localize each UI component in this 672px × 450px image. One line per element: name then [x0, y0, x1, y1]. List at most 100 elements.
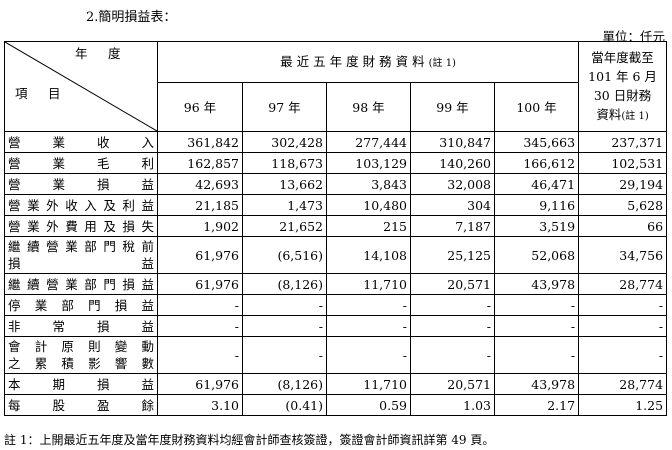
table-row: 營業收入 361,842 302,428 277,444 310,847 345,663 2… — [4, 131, 668, 153]
value-cell: 46,471 — [493, 173, 580, 195]
value-cell: 21,652 — [242, 215, 327, 237]
value-cell: 1.25 — [578, 394, 668, 416]
value-cell: 61,976 — [157, 273, 243, 295]
value-cell: - — [493, 294, 580, 316]
current-header-line: 資料 — [596, 106, 622, 122]
current-period-header: 當年度截至 101 年 6 月 30 日財務 資料(註 1) — [578, 41, 668, 132]
value-cell: 2.17 — [493, 394, 580, 416]
value-cell: 61,976 — [157, 236, 243, 274]
current-header-note: (註 1) — [621, 110, 649, 122]
unit-label: 單位：仟元 — [602, 29, 665, 44]
value-cell: 310,847 — [410, 131, 495, 153]
value-cell: 3,519 — [493, 215, 580, 237]
value-cell: 34,756 — [578, 236, 668, 274]
value-cell: - — [326, 315, 411, 337]
value-cell: 66 — [578, 215, 668, 237]
value-cell: - — [493, 336, 580, 374]
value-cell: - — [410, 294, 495, 316]
year-header: 100 年 — [493, 82, 580, 132]
value-cell: 7,187 — [410, 215, 495, 237]
row-label: 非常損益 — [4, 315, 158, 337]
table-row: 繼續營業部門損益 61,976 (8,126) 11,710 20,571 43,978 2… — [4, 273, 668, 295]
value-cell: 302,428 — [242, 131, 327, 153]
year-header: 97 年 — [242, 82, 327, 132]
value-cell: (8,126) — [242, 373, 327, 395]
value-cell: 1,902 — [157, 215, 243, 237]
value-cell: 5,628 — [578, 194, 668, 216]
item-axis-label: 項 目 — [15, 86, 65, 101]
value-cell: - — [242, 336, 327, 374]
current-header-line: 30 日財務 — [593, 87, 652, 103]
year-axis-label: 年 度 — [75, 46, 125, 61]
value-cell: - — [326, 294, 411, 316]
value-cell: - — [242, 294, 327, 316]
value-cell: 43,978 — [493, 373, 580, 395]
current-header-line: 101 年 6 月 — [588, 68, 657, 84]
value-cell: 118,673 — [242, 152, 327, 174]
year-header: 98 年 — [326, 82, 411, 132]
value-cell: 3.10 — [157, 394, 243, 416]
value-cell: 166,612 — [493, 152, 580, 174]
value-cell: 52,068 — [493, 236, 580, 274]
table-row: 會計原則變動 之累積影響數 - - - - - - — [4, 336, 668, 374]
value-cell: 28,774 — [578, 273, 668, 295]
value-cell: 20,571 — [410, 273, 495, 295]
value-cell: 32,008 — [410, 173, 495, 195]
value-cell: 9,116 — [493, 194, 580, 216]
value-cell: 25,125 — [410, 236, 495, 274]
value-cell: (0.41) — [242, 394, 327, 416]
value-cell: - — [157, 336, 243, 374]
row-label-line: 繼續營業部門稅前 — [8, 239, 154, 254]
value-cell: 277,444 — [326, 131, 411, 153]
table-row: 營業外費用及損失 1,902 21,652 215 7,187 3,519 66 — [4, 215, 668, 237]
value-cell: 21,185 — [157, 194, 243, 216]
year-header: 99 年 — [410, 82, 495, 132]
value-cell: 345,663 — [493, 131, 580, 153]
value-cell: 103,129 — [326, 152, 411, 174]
table-row: 繼續營業部門稅前損 益 61,976 (6,516) 14,108 25,125 52,0… — [4, 236, 668, 274]
value-cell: 304 — [410, 194, 495, 216]
row-label: 繼續營業部門損益 — [4, 273, 158, 295]
row-label: 本期損益 — [4, 373, 158, 395]
table-body: 營業收入 361,842 302,428 277,444 310,847 345,663 2… — [4, 131, 668, 416]
value-cell: - — [578, 336, 668, 374]
value-cell: - — [493, 315, 580, 337]
value-cell: 162,857 — [157, 152, 243, 174]
value-cell: - — [326, 336, 411, 374]
income-statement-table: 年 度 項 目 最近五年度財務資料 (註 1) 當年度截至 101 年 6 月 3… — [4, 41, 668, 416]
value-cell: - — [410, 315, 495, 337]
value-cell: 14,108 — [326, 236, 411, 274]
value-cell: (6,516) — [242, 236, 327, 274]
value-cell: 11,710 — [326, 273, 411, 295]
current-header-line: 當年度截至 — [591, 49, 654, 65]
value-cell: 1.03 — [410, 394, 495, 416]
value-cell: 0.59 — [326, 394, 411, 416]
value-cell: 102,531 — [578, 152, 668, 174]
value-cell: 361,842 — [157, 131, 243, 153]
row-label: 繼續營業部門稅前損 益 — [4, 236, 158, 274]
value-cell: 10,480 — [326, 194, 411, 216]
row-label: 會計原則變動 之累積影響數 — [4, 336, 158, 374]
row-label: 營業收入 — [4, 131, 158, 153]
value-cell: 43,978 — [493, 273, 580, 295]
value-cell: - — [578, 315, 668, 337]
value-cell: 1,473 — [242, 194, 327, 216]
table-row: 營業毛利 162,857 118,673 103,129 140,260 166,612 1… — [4, 152, 668, 174]
value-cell: 61,976 — [157, 373, 243, 395]
value-cell: 215 — [326, 215, 411, 237]
value-cell: 42,693 — [157, 173, 243, 195]
row-label: 營業外費用及損失 — [4, 215, 158, 237]
diagonal-line — [5, 42, 157, 131]
value-cell: 140,260 — [410, 152, 495, 174]
value-cell: 13,662 — [242, 173, 327, 195]
value-cell: - — [410, 336, 495, 374]
five-year-header-label: 最近五年度財務資料 — [280, 53, 429, 69]
value-cell: 20,571 — [410, 373, 495, 395]
row-label: 營業損益 — [4, 173, 158, 195]
corner-header-cell: 年 度 項 目 — [4, 41, 158, 132]
table-row: 營業外收入及利益 21,185 1,473 10,480 304 9,116 5,628 — [4, 194, 668, 216]
value-cell: 3,843 — [326, 173, 411, 195]
table-row: 非常損益 - - - - - - — [4, 315, 668, 337]
footnote: 註 1：上開最近五年度及當年度財務資料均經會計師查核簽證，簽證會計師資訊詳第 4… — [4, 433, 495, 447]
value-cell: - — [578, 294, 668, 316]
